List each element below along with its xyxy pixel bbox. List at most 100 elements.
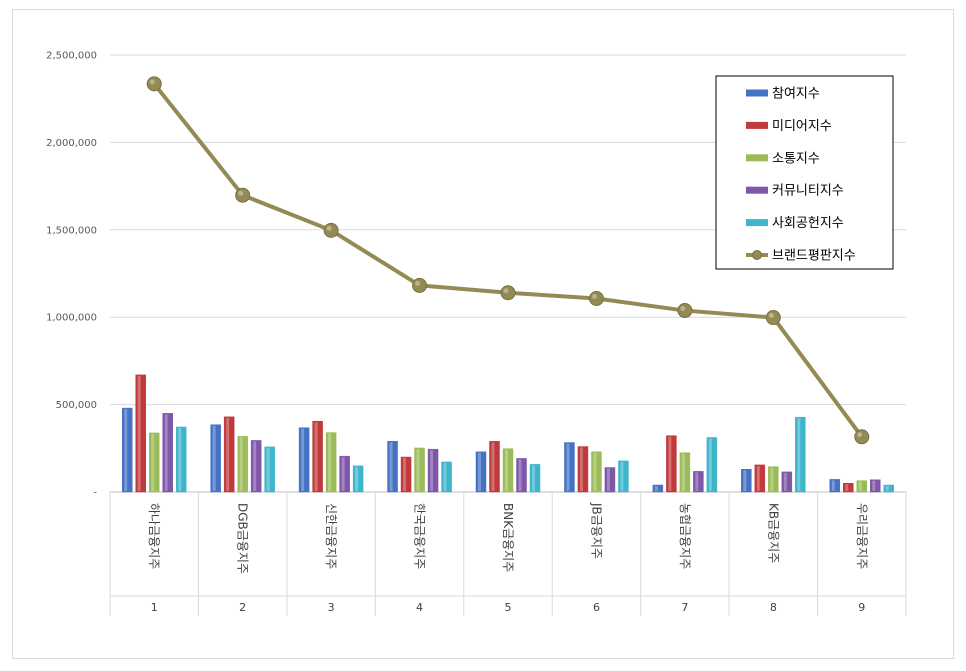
rank-label: 3 xyxy=(328,601,335,614)
legend-label: 미디어지수 xyxy=(772,119,832,134)
legend-label: 커뮤니티지수 xyxy=(772,184,844,199)
legend-label: 소통지수 xyxy=(772,151,820,166)
legend-label: 브랜드평판지수 xyxy=(772,249,856,264)
bar-highlight xyxy=(695,472,699,491)
y-tick-label: - xyxy=(93,488,97,499)
bar-highlight xyxy=(253,441,257,491)
bar xyxy=(148,432,160,493)
bar xyxy=(489,441,500,493)
line-point-highlight xyxy=(326,225,332,231)
line-point xyxy=(854,429,870,445)
legend-label: 참여지수 xyxy=(772,87,820,102)
bar-highlight xyxy=(681,453,685,491)
category-label: 한국금융지주 xyxy=(413,503,427,569)
legend-swatch xyxy=(746,186,768,194)
line-point xyxy=(500,285,516,301)
legend-swatch xyxy=(746,219,768,227)
category-label: JB금융지주 xyxy=(589,502,603,559)
bar-highlight xyxy=(606,468,610,491)
line-point-highlight xyxy=(415,280,421,286)
bar-highlight xyxy=(654,486,658,491)
bar xyxy=(223,416,235,493)
line-point-highlight xyxy=(857,432,863,438)
bar-highlight xyxy=(239,437,243,491)
x-axis: 하나금융지주 1 DGB금융지주 2 신한금융지주 3 한국금융지주 4 BNK금융지주 5 JB금… xyxy=(109,492,907,616)
legend-marker xyxy=(752,250,762,260)
bar-highlight xyxy=(872,480,876,491)
category-label: BNK금융지주 xyxy=(501,503,515,572)
line-point xyxy=(588,290,604,306)
bar xyxy=(754,464,766,493)
legend-label: 사회공헌지수 xyxy=(772,216,844,231)
bar xyxy=(414,447,425,493)
line-point xyxy=(765,310,781,326)
bar-highlight xyxy=(226,417,230,491)
bar-highlight xyxy=(266,447,270,491)
bar-highlight xyxy=(355,466,359,491)
rank-label: 9 xyxy=(858,601,865,614)
rank-label: 1 xyxy=(151,601,158,614)
bar xyxy=(529,464,541,493)
category-label: 하나금융지주 xyxy=(147,503,161,569)
bar xyxy=(829,479,841,493)
bar-highlight xyxy=(708,438,712,491)
line-point-highlight xyxy=(680,306,686,312)
y-tick-label: 1,500,000 xyxy=(46,225,97,236)
bar xyxy=(210,424,221,493)
rank-label: 5 xyxy=(505,601,512,614)
y-tick-label: 2,500,000 xyxy=(46,51,97,62)
bar xyxy=(516,458,527,493)
line-layer xyxy=(146,76,870,445)
bar xyxy=(237,436,248,493)
bar-layer xyxy=(121,374,895,493)
legend-swatch xyxy=(746,89,768,97)
rank-label: 8 xyxy=(770,601,777,614)
bar xyxy=(883,484,895,493)
bar-highlight xyxy=(783,472,787,491)
category-label: 신한금융지주 xyxy=(324,503,338,569)
category-label: DGB금융지주 xyxy=(236,503,250,574)
bar xyxy=(706,437,718,493)
bar xyxy=(312,420,323,493)
bar-highlight xyxy=(301,428,305,491)
bar xyxy=(264,446,275,493)
category-label: KB금융지주 xyxy=(766,503,780,563)
bar xyxy=(679,452,691,493)
bar-highlight xyxy=(328,433,332,491)
bar xyxy=(591,451,602,493)
rank-label: 2 xyxy=(239,601,246,614)
bar-highlight xyxy=(151,433,155,491)
bar xyxy=(475,451,487,493)
bar-highlight xyxy=(314,422,318,491)
legend-box xyxy=(715,75,894,270)
y-tick-label: 500,000 xyxy=(56,400,97,411)
bar-highlight xyxy=(743,470,747,491)
bar xyxy=(162,413,173,493)
bar xyxy=(564,442,575,493)
rank-label: 6 xyxy=(593,601,600,614)
bar xyxy=(298,427,310,493)
bar xyxy=(339,455,350,493)
line-point xyxy=(235,187,251,203)
bar-highlight xyxy=(579,447,583,491)
bar-highlight xyxy=(416,448,420,491)
bar-highlight xyxy=(858,481,862,491)
bar-highlight xyxy=(756,465,760,491)
bar xyxy=(666,435,677,493)
bar-highlight xyxy=(430,450,434,491)
bar-highlight xyxy=(403,458,407,491)
bar xyxy=(781,471,793,493)
rank-label: 4 xyxy=(416,601,423,614)
bar-highlight xyxy=(137,375,141,491)
line-point-highlight xyxy=(768,313,774,319)
bar xyxy=(135,374,146,493)
y-tick-label: 2,000,000 xyxy=(46,138,97,149)
bar xyxy=(577,446,589,493)
bar-highlight xyxy=(518,459,522,491)
bar-highlight xyxy=(532,465,535,491)
bar-highlight xyxy=(491,442,495,491)
bar-highlight xyxy=(124,409,128,491)
bar xyxy=(502,448,514,493)
